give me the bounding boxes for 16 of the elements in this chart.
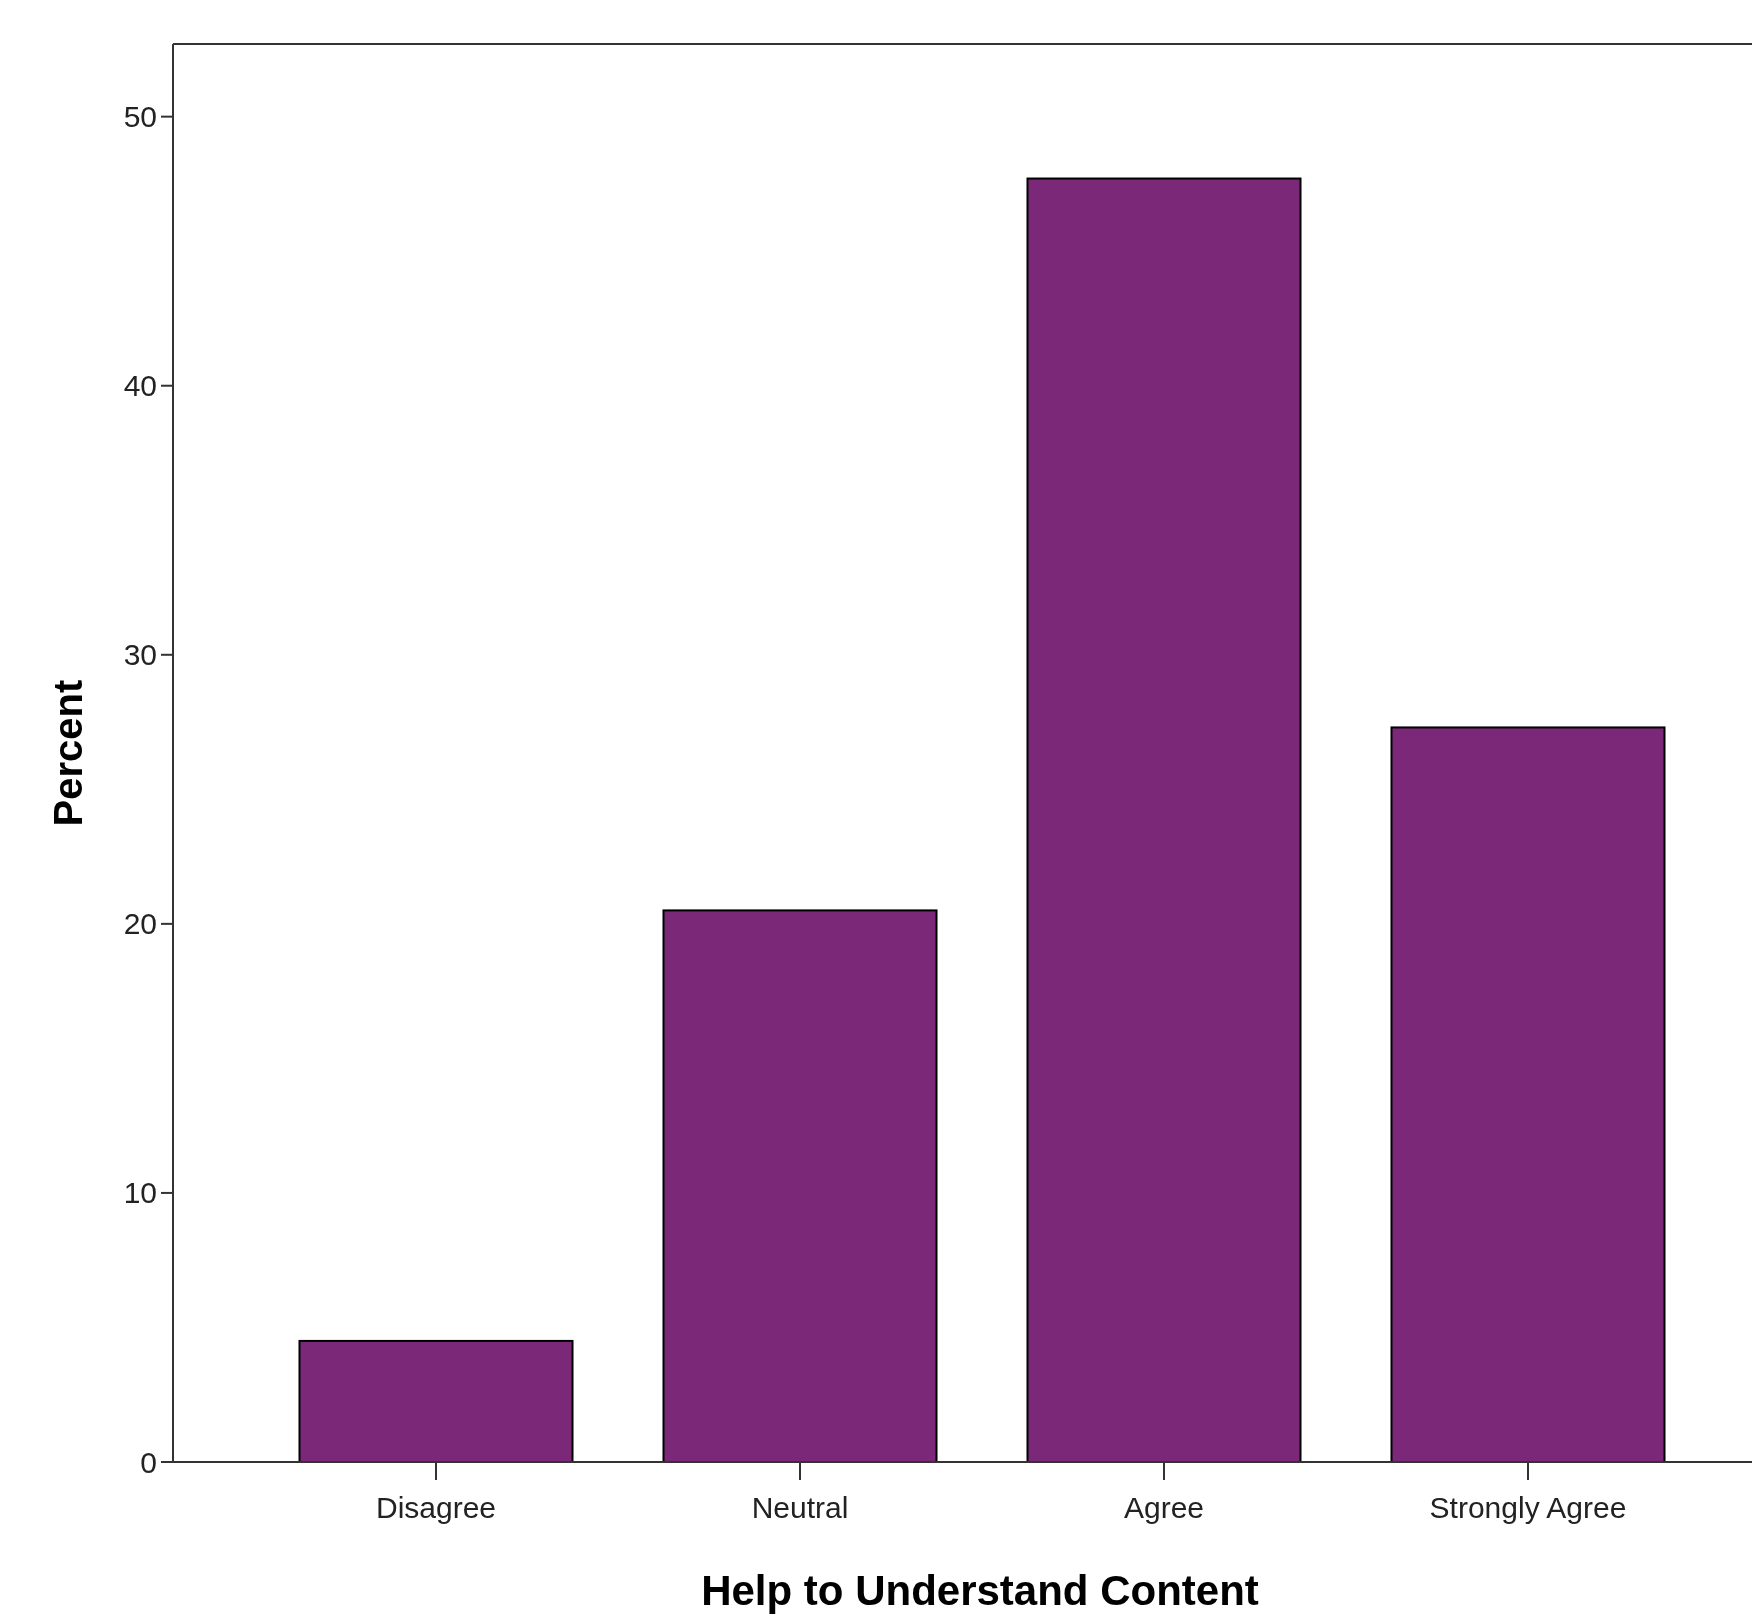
x-axis-title: Help to Understand Content [701, 1567, 1259, 1614]
bar [1390, 726, 1666, 1463]
y-axis-title: Percent [46, 679, 90, 827]
y-tick-label: 40 [123, 369, 157, 403]
x-tick-label: Disagree [375, 1491, 497, 1524]
x-tick-label: Neutral [751, 1491, 849, 1524]
y-tick-label: 10 [123, 1176, 157, 1210]
y-tick-label: 20 [123, 907, 157, 941]
bar [1026, 177, 1302, 1463]
bar [662, 909, 938, 1463]
bar [298, 1339, 574, 1463]
x-tick-label: Strongly Agree [1429, 1491, 1627, 1524]
y-tick-label: 0 [140, 1445, 157, 1479]
y-tick-label: 30 [123, 638, 157, 672]
y-tick-label: 50 [123, 100, 157, 134]
x-tick-label: Agree [1123, 1491, 1205, 1524]
